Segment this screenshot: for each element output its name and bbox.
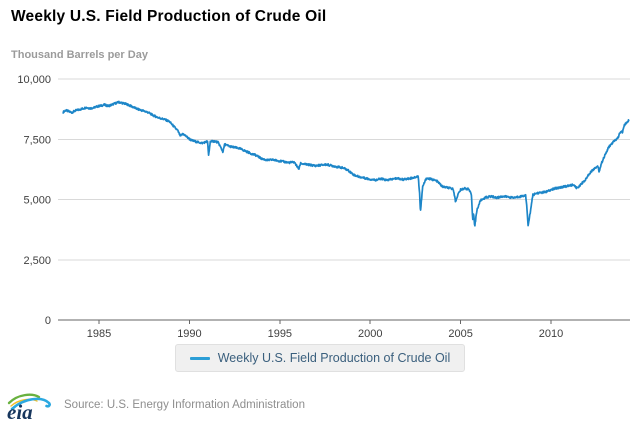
line-swatch-icon xyxy=(189,356,210,360)
logo-blue-swoosh-icon xyxy=(10,397,51,411)
footer: eia Source: U.S. Energy Information Admi… xyxy=(6,386,640,424)
y-tick-label: 7,500 xyxy=(23,134,51,146)
y-tick-label: 2,500 xyxy=(23,255,51,267)
x-tick-label: 1990 xyxy=(177,328,201,340)
logo-yellow-arc-icon xyxy=(10,398,38,407)
series-line-crude-oil xyxy=(62,100,630,227)
x-tick-label: 2000 xyxy=(358,328,382,340)
page-title: Weekly U.S. Field Production of Crude Oi… xyxy=(11,8,327,25)
chart-plot: 0 2,500 5,000 7,500 10,000 1985 1990 1995 2000 20… xyxy=(17,74,630,340)
y-tick-label: 5,000 xyxy=(23,195,51,207)
x-tick-label: 1995 xyxy=(268,328,292,340)
source-text: Source: U.S. Energy Information Administ… xyxy=(64,399,305,411)
legend-item-crude-oil[interactable]: Weekly U.S. Field Production of Crude Oi… xyxy=(174,344,466,372)
y-axis-units-label: Thousand Barrels per Day xyxy=(11,49,148,61)
logo-green-arc-icon xyxy=(7,393,41,405)
y-tick-label: 0 xyxy=(45,315,51,327)
x-tick-label: 2005 xyxy=(448,328,472,340)
logo-text: eia xyxy=(7,400,33,422)
eia-logo: eia xyxy=(7,393,51,422)
legend: Weekly U.S. Field Production of Crude Oi… xyxy=(0,344,640,372)
x-tick-label: 2010 xyxy=(539,328,563,340)
x-tick-label: 1985 xyxy=(87,328,111,340)
legend-label: Weekly U.S. Field Production of Crude Oi… xyxy=(217,351,451,365)
y-tick-label: 10,000 xyxy=(17,74,51,86)
